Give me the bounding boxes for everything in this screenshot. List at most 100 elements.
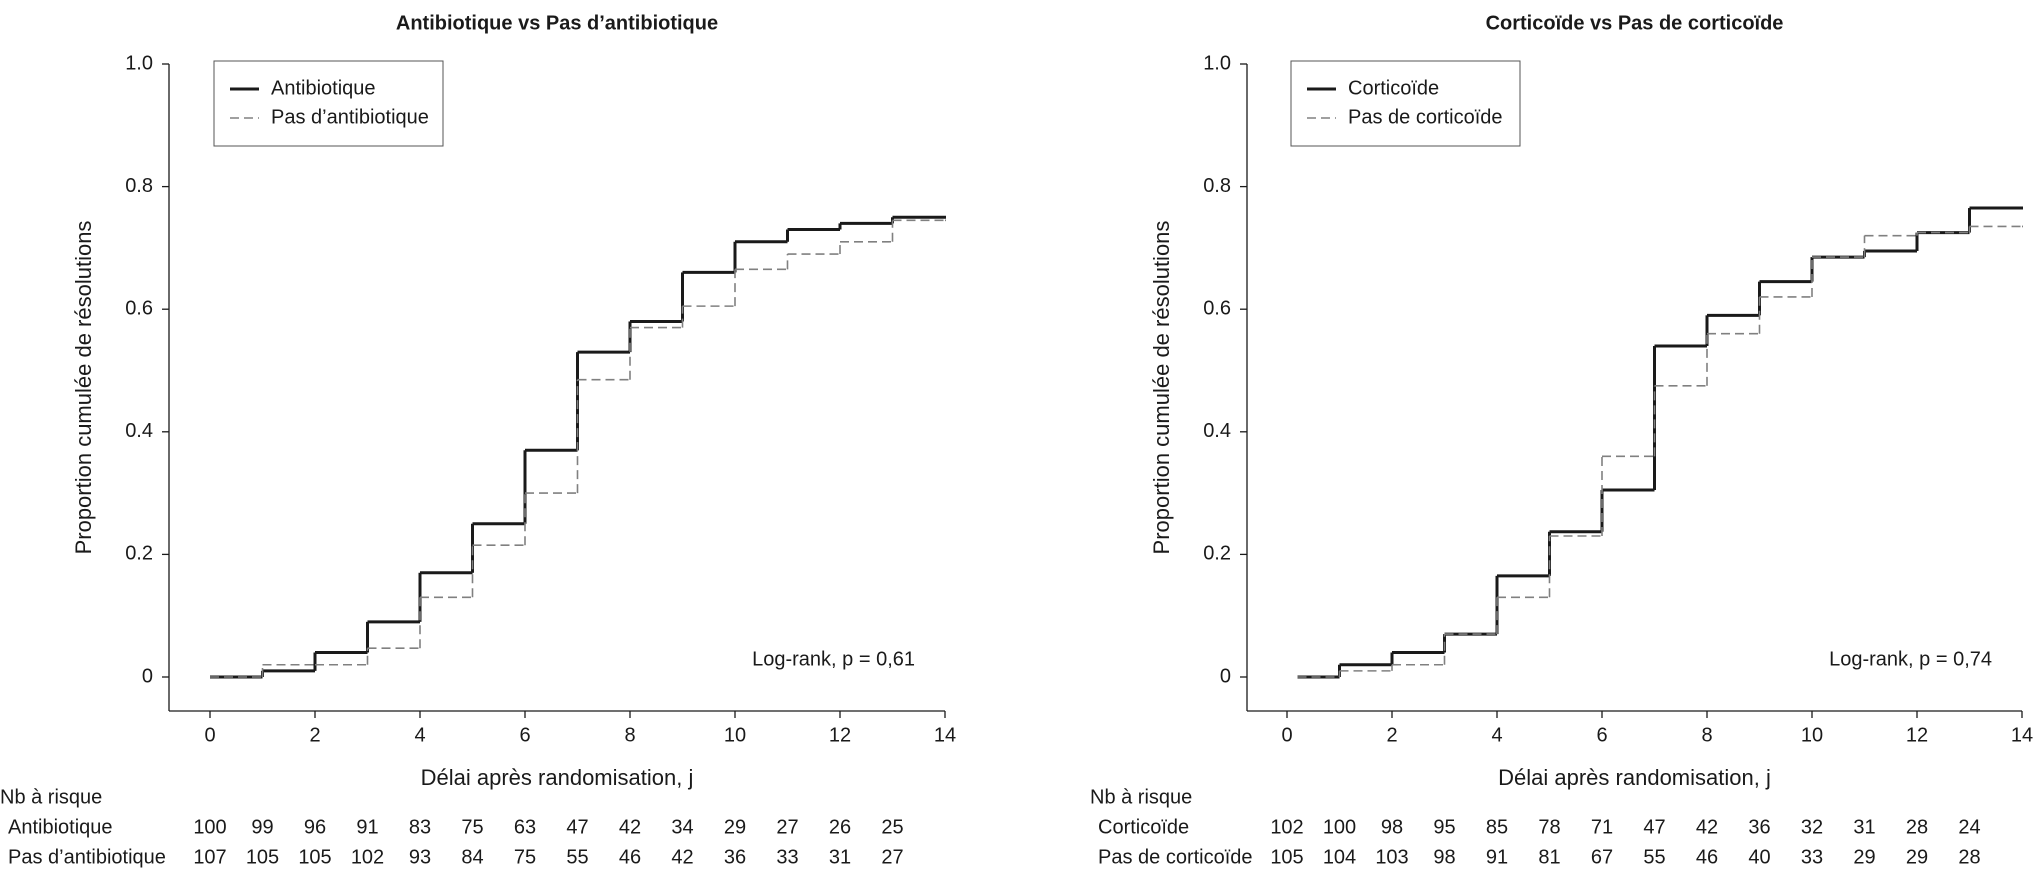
risk-count: 36 <box>724 846 746 868</box>
risk-count: 91 <box>1486 846 1508 868</box>
legend-box <box>213 60 444 147</box>
risk-count: 47 <box>566 816 588 838</box>
risk-count: 78 <box>1538 816 1560 838</box>
x-tick-label: 8 <box>1701 724 1712 746</box>
x-tick-label: 10 <box>1801 724 1823 746</box>
risk-count: 104 <box>1323 846 1356 868</box>
y-axis-label: Proportion cumulée de résolutions <box>71 221 96 555</box>
risk-count: 42 <box>671 846 693 868</box>
x-tick-label: 8 <box>624 724 635 746</box>
risk-count: 32 <box>1801 816 1823 838</box>
legend-box <box>1290 60 1521 147</box>
risk-count: 107 <box>193 846 226 868</box>
risk-count: 46 <box>1696 846 1718 868</box>
y-tick-label: 0.8 <box>1203 175 1231 197</box>
risk-count: 25 <box>881 816 903 838</box>
y-tick-label: 0.4 <box>125 420 153 442</box>
legend-label: Corticoïde <box>1348 77 1439 99</box>
x-tick-label: 12 <box>829 724 851 746</box>
risk-count: 42 <box>1696 816 1718 838</box>
y-tick-label: 0.2 <box>1203 543 1231 565</box>
risk-count: 98 <box>1381 816 1403 838</box>
risk-count: 100 <box>1323 816 1356 838</box>
risk-count: 34 <box>671 816 693 838</box>
risk-count: 98 <box>1433 846 1455 868</box>
y-tick-label: 0.2 <box>125 543 153 565</box>
risk-count: 29 <box>1906 846 1928 868</box>
risk-count: 95 <box>1433 816 1455 838</box>
risk-count: 83 <box>409 816 431 838</box>
risk-table-title: Nb à risque <box>0 786 102 808</box>
risk-count: 28 <box>1958 846 1980 868</box>
risk-count: 55 <box>566 846 588 868</box>
risk-count: 105 <box>1270 846 1303 868</box>
chart-title: Corticoïde vs Pas de corticoïde <box>1486 12 1784 34</box>
risk-count: 71 <box>1591 816 1613 838</box>
y-tick-label: 0.4 <box>1203 420 1231 442</box>
risk-count: 27 <box>776 816 798 838</box>
risk-count: 100 <box>193 816 226 838</box>
chart-title: Antibiotique vs Pas d’antibiotique <box>396 12 718 34</box>
risk-count: 24 <box>1958 816 1980 838</box>
annotation: Log-rank, p = 0,61 <box>752 648 915 670</box>
x-tick-label: 6 <box>519 724 530 746</box>
annotation: Log-rank, p = 0,74 <box>1829 648 1992 670</box>
x-tick-label: 4 <box>414 724 425 746</box>
x-tick-label: 14 <box>934 724 956 746</box>
risk-count: 105 <box>246 846 279 868</box>
y-tick-label: 0.6 <box>125 297 153 319</box>
x-tick-label: 2 <box>1386 724 1397 746</box>
x-tick-label: 4 <box>1491 724 1502 746</box>
risk-count: 26 <box>829 816 851 838</box>
risk-count: 47 <box>1643 816 1665 838</box>
risk-count: 102 <box>351 846 384 868</box>
risk-count: 75 <box>461 816 483 838</box>
risk-count: 31 <box>829 846 851 868</box>
risk-count: 27 <box>881 846 903 868</box>
x-tick-label: 14 <box>2011 724 2033 746</box>
y-tick-label: 0 <box>142 665 153 687</box>
x-tick-label: 6 <box>1596 724 1607 746</box>
y-axis-label: Proportion cumulée de résolutions <box>1149 221 1174 555</box>
risk-count: 99 <box>251 816 273 838</box>
risk-count: 55 <box>1643 846 1665 868</box>
risk-row-name: Antibiotique <box>8 816 113 838</box>
risk-count: 96 <box>304 816 326 838</box>
risk-count: 33 <box>1801 846 1823 868</box>
risk-count: 36 <box>1748 816 1770 838</box>
y-tick-label: 1.0 <box>1203 52 1231 74</box>
y-tick-label: 0.6 <box>1203 297 1231 319</box>
risk-count: 75 <box>514 846 536 868</box>
risk-count: 29 <box>1853 846 1875 868</box>
risk-count: 28 <box>1906 816 1928 838</box>
risk-count: 67 <box>1591 846 1613 868</box>
legend-label: Pas de corticoïde <box>1348 106 1503 128</box>
risk-count: 31 <box>1853 816 1875 838</box>
risk-count: 81 <box>1538 846 1560 868</box>
risk-count: 91 <box>356 816 378 838</box>
legend-label: Pas d’antibiotique <box>271 106 429 128</box>
risk-row-name: Pas d’antibiotique <box>8 846 166 868</box>
risk-count: 84 <box>461 846 483 868</box>
x-axis-label: Délai après randomisation, j <box>421 765 694 790</box>
x-axis-label: Délai après randomisation, j <box>1498 765 1771 790</box>
y-tick-label: 0.8 <box>125 175 153 197</box>
risk-count: 46 <box>619 846 641 868</box>
x-tick-label: 12 <box>1906 724 1928 746</box>
y-tick-label: 0 <box>1220 665 1231 687</box>
risk-row-name: Corticoïde <box>1098 816 1189 838</box>
risk-table-title: Nb à risque <box>1090 786 1192 808</box>
risk-count: 29 <box>724 816 746 838</box>
x-tick-label: 0 <box>1281 724 1292 746</box>
risk-count: 105 <box>298 846 331 868</box>
legend-label: Antibiotique <box>271 77 376 99</box>
risk-count: 33 <box>776 846 798 868</box>
risk-count: 102 <box>1270 816 1303 838</box>
x-tick-label: 0 <box>204 724 215 746</box>
risk-count: 93 <box>409 846 431 868</box>
risk-count: 40 <box>1748 846 1770 868</box>
risk-count: 63 <box>514 816 536 838</box>
risk-count: 103 <box>1375 846 1408 868</box>
x-tick-label: 10 <box>724 724 746 746</box>
